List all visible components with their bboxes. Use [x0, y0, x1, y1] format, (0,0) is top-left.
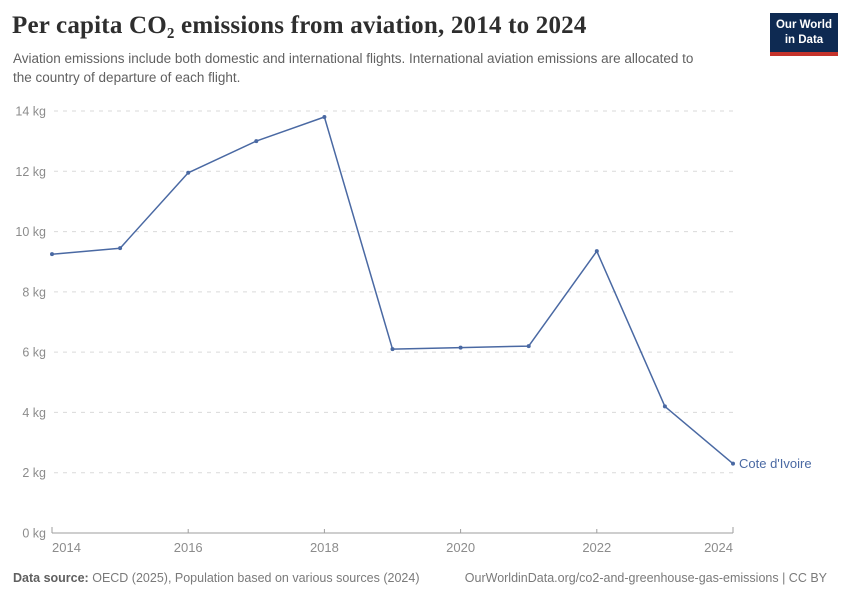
data-point[interactable]: [662, 404, 667, 409]
y-tick-label: 6 kg: [22, 346, 46, 360]
x-tick-label: 2022: [582, 540, 611, 555]
x-tick-label: 2016: [174, 540, 203, 555]
data-point[interactable]: [254, 139, 259, 144]
data-point[interactable]: [458, 345, 463, 350]
y-tick-label: 14 kg: [15, 105, 46, 119]
y-tick-label: 0 kg: [22, 527, 46, 541]
data-source-label: Data source:: [13, 571, 89, 585]
x-tick-label: 2014: [52, 540, 81, 555]
x-tick-label: 2024: [704, 540, 733, 555]
page-title: Per capita CO₂ emissions from aviation, …: [12, 12, 587, 39]
y-tick-label: 4 kg: [22, 406, 46, 420]
x-tick-label: 2018: [310, 540, 339, 555]
data-point[interactable]: [731, 461, 735, 466]
license-link[interactable]: OurWorldinData.org/co2-and-greenhouse-ga…: [464, 571, 827, 585]
data-point[interactable]: [322, 115, 327, 120]
chart-footer: Data source: OECD (2025), Population bas…: [13, 571, 827, 585]
data-point[interactable]: [594, 249, 599, 254]
x-tick-label: 2020: [446, 540, 475, 555]
data-point[interactable]: [526, 344, 531, 349]
series-line[interactable]: [51, 116, 734, 465]
logo-line-2: in Data: [784, 33, 824, 46]
y-tick-label: 12 kg: [15, 165, 46, 179]
y-tick-label: 2 kg: [22, 466, 46, 480]
data-point[interactable]: [186, 170, 191, 175]
series-label[interactable]: Cote d'Ivoire: [739, 456, 812, 471]
owid-logo[interactable]: Our World in Data: [770, 13, 838, 56]
data-point[interactable]: [118, 246, 123, 251]
data-source-text: OECD (2025), Population based on various…: [92, 571, 420, 585]
data-point[interactable]: [50, 252, 54, 257]
data-source-note: Data source: OECD (2025), Population bas…: [13, 571, 419, 585]
logo-line-1: Our World: [775, 19, 832, 32]
y-tick-label: 10 kg: [15, 225, 46, 239]
data-point[interactable]: [390, 347, 395, 352]
chart-subtitle: Aviation emissions include both domestic…: [13, 51, 694, 85]
y-tick-label: 8 kg: [22, 285, 46, 299]
